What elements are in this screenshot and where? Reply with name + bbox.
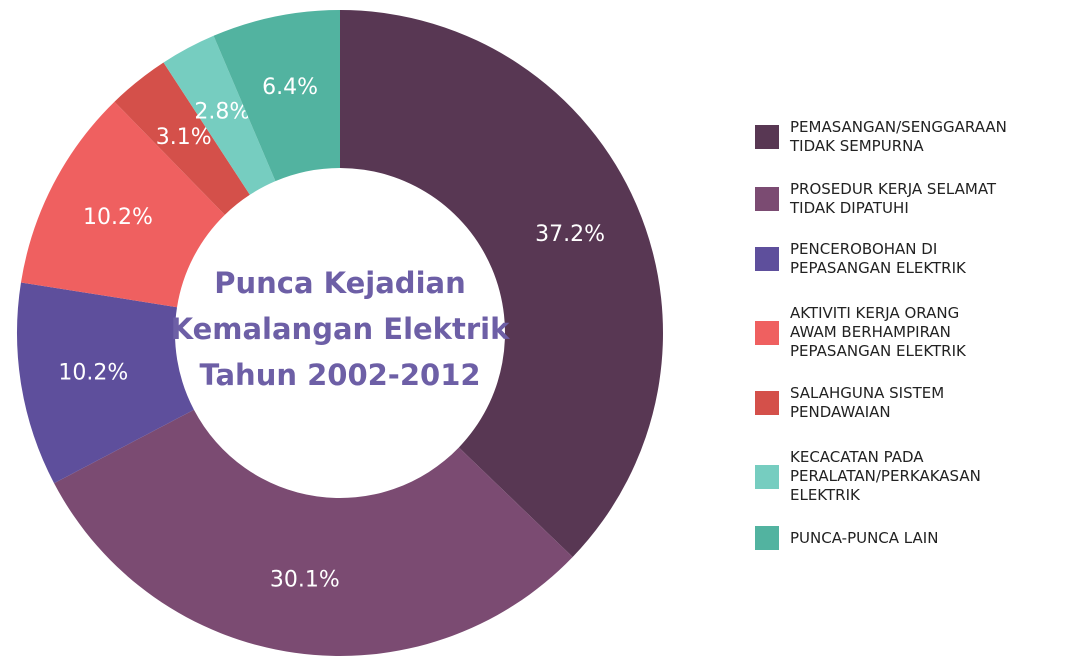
legend-swatch	[755, 526, 779, 550]
legend-label: PENCEROBOHAN DI PEPASANGAN ELEKTRIK	[790, 240, 966, 277]
legend-swatch	[755, 187, 779, 211]
legend-swatch	[755, 320, 779, 345]
donut-segment	[17, 282, 194, 484]
donut-segment	[213, 10, 340, 182]
legend-item: KECACATAN PADA PERALATAN/PERKAKASAN ELEK…	[755, 448, 981, 505]
legend-item: PUNCA-PUNCA LAIN	[755, 526, 938, 550]
legend-item: PENCEROBOHAN DI PEPASANGAN ELEKTRIK	[755, 240, 966, 278]
value-label: 3.1%	[156, 125, 212, 150]
legend-label: KECACATAN PADA PERALATAN/PERKAKASAN ELEK…	[790, 448, 981, 504]
legend-item: SALAHGUNA SISTEM PENDAWAIAN	[755, 384, 944, 422]
value-label: 37.2%	[535, 222, 605, 247]
donut-segment	[340, 10, 663, 558]
value-label: 2.8%	[194, 99, 250, 124]
legend-label: AKTIVITI KERJA ORANG AWAM BERHAMPIRAN PE…	[790, 304, 966, 360]
value-label: 10.2%	[83, 205, 153, 230]
donut-segment	[114, 62, 250, 215]
chart-title: Kemalangan Elektrik	[171, 312, 510, 346]
legend-item: AKTIVITI KERJA ORANG AWAM BERHAMPIRAN PE…	[755, 304, 966, 361]
donut-segment	[54, 409, 573, 656]
chart-title: Tahun 2002-2012	[199, 358, 480, 392]
value-label: 6.4%	[262, 75, 318, 100]
legend-swatch	[755, 247, 779, 271]
legend-label: SALAHGUNA SISTEM PENDAWAIAN	[790, 384, 945, 421]
legend-label: PUNCA-PUNCA LAIN	[790, 528, 939, 547]
legend-swatch	[755, 125, 779, 149]
donut-segment	[163, 35, 276, 195]
legend-label: PEMASANGAN/SENGGARAAN TIDAK SEMPURNA	[790, 118, 1007, 155]
legend-swatch	[755, 464, 779, 489]
legend-swatch	[755, 391, 779, 415]
value-label: 10.2%	[58, 361, 128, 386]
legend-label: PROSEDUR KERJA SELAMAT TIDAK DIPATUHI	[790, 180, 997, 217]
donut-segment	[20, 101, 225, 308]
chart-title: Punca Kejadian	[214, 266, 465, 300]
legend-item: PROSEDUR KERJA SELAMAT TIDAK DIPATUHI	[755, 180, 996, 218]
value-label: 30.1%	[270, 568, 340, 593]
legend-item: PEMASANGAN/SENGGARAAN TIDAK SEMPURNA	[755, 118, 1007, 156]
